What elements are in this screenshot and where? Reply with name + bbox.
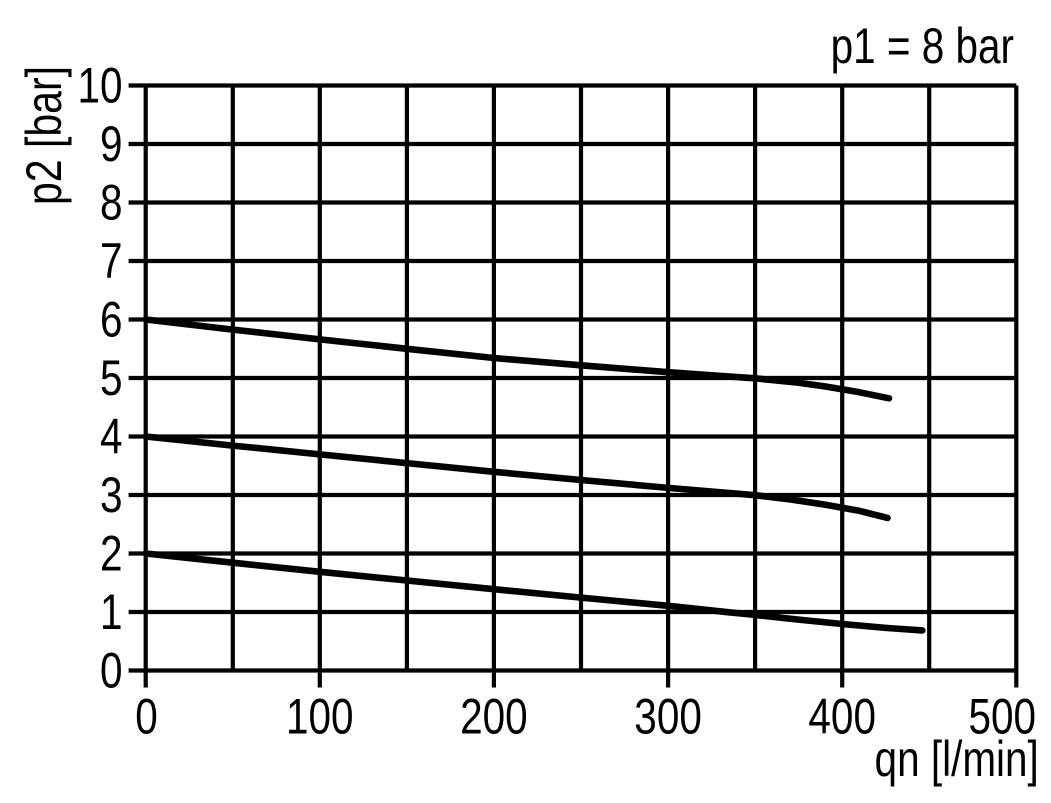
svg-text:10: 10 bbox=[77, 57, 122, 113]
svg-text:p1 = 8 bar: p1 = 8 bar bbox=[831, 18, 1014, 74]
svg-text:400: 400 bbox=[808, 688, 876, 744]
svg-text:4: 4 bbox=[100, 408, 123, 464]
svg-text:100: 100 bbox=[286, 688, 354, 744]
svg-text:1: 1 bbox=[100, 584, 123, 640]
svg-text:0: 0 bbox=[135, 688, 158, 744]
svg-text:5: 5 bbox=[100, 350, 123, 406]
svg-text:7: 7 bbox=[100, 233, 123, 289]
svg-text:300: 300 bbox=[634, 688, 702, 744]
svg-text:9: 9 bbox=[100, 116, 123, 172]
svg-text:qn [l/min]: qn [l/min] bbox=[875, 731, 1039, 787]
svg-text:200: 200 bbox=[460, 688, 528, 744]
svg-text:2: 2 bbox=[100, 525, 123, 581]
svg-text:8: 8 bbox=[100, 174, 123, 230]
svg-text:6: 6 bbox=[100, 291, 123, 347]
svg-text:0: 0 bbox=[100, 642, 123, 698]
svg-text:3: 3 bbox=[100, 467, 123, 523]
svg-text:500: 500 bbox=[969, 688, 1037, 744]
svg-text:p2 [bar]: p2 [bar] bbox=[16, 66, 72, 205]
